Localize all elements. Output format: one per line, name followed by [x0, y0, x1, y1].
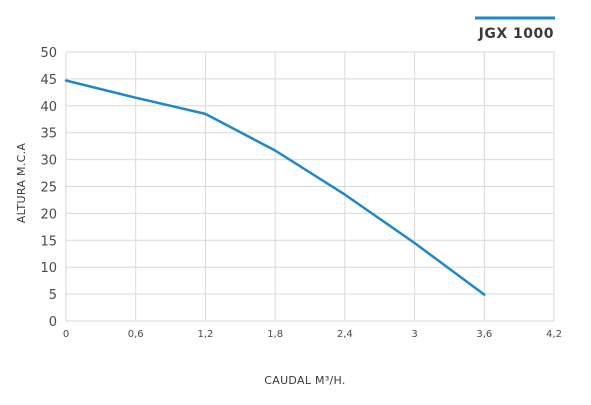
- x-tick-label: 4,2: [546, 329, 562, 340]
- x-tick-label: 0: [63, 329, 69, 340]
- y-tick-label: 35: [40, 127, 57, 142]
- legend-label: JGX 1000: [478, 26, 554, 42]
- x-tick-label: 0,6: [128, 329, 144, 340]
- x-axis-label: CAUDAL M³/H.: [264, 374, 345, 387]
- y-tick-label: 10: [40, 261, 57, 276]
- x-tick-label: 3,6: [476, 329, 492, 340]
- y-tick-label: 20: [40, 207, 57, 222]
- y-tick-label: 25: [40, 181, 57, 196]
- x-tick-label: 1,8: [267, 329, 283, 340]
- series-line: [64, 79, 486, 296]
- y-tick-label: 40: [40, 100, 57, 115]
- x-tick-label: 1,2: [197, 329, 213, 340]
- grid: [65, 51, 555, 322]
- x-axis-ticks: 0 0,6 1,2 1,8 2,4 3 3,6 4,2: [63, 329, 562, 340]
- legend: JGX 1000: [475, 16, 555, 42]
- x-tick-label: 3: [411, 329, 417, 340]
- y-tick-label: 15: [40, 234, 57, 249]
- series-layer: [64, 79, 486, 296]
- y-axis-label: ALTURA M.C.A: [15, 143, 28, 224]
- y-tick-label: 45: [40, 73, 57, 88]
- y-tick-label: 50: [40, 46, 57, 61]
- y-axis-ticks: 0 5 10 15 20 25 30 35 40 45 50: [40, 46, 57, 330]
- y-tick-label: 0: [49, 315, 57, 330]
- x-tick-label: 2,4: [337, 329, 353, 340]
- y-tick-label: 5: [49, 288, 57, 303]
- y-tick-label: 30: [40, 154, 57, 169]
